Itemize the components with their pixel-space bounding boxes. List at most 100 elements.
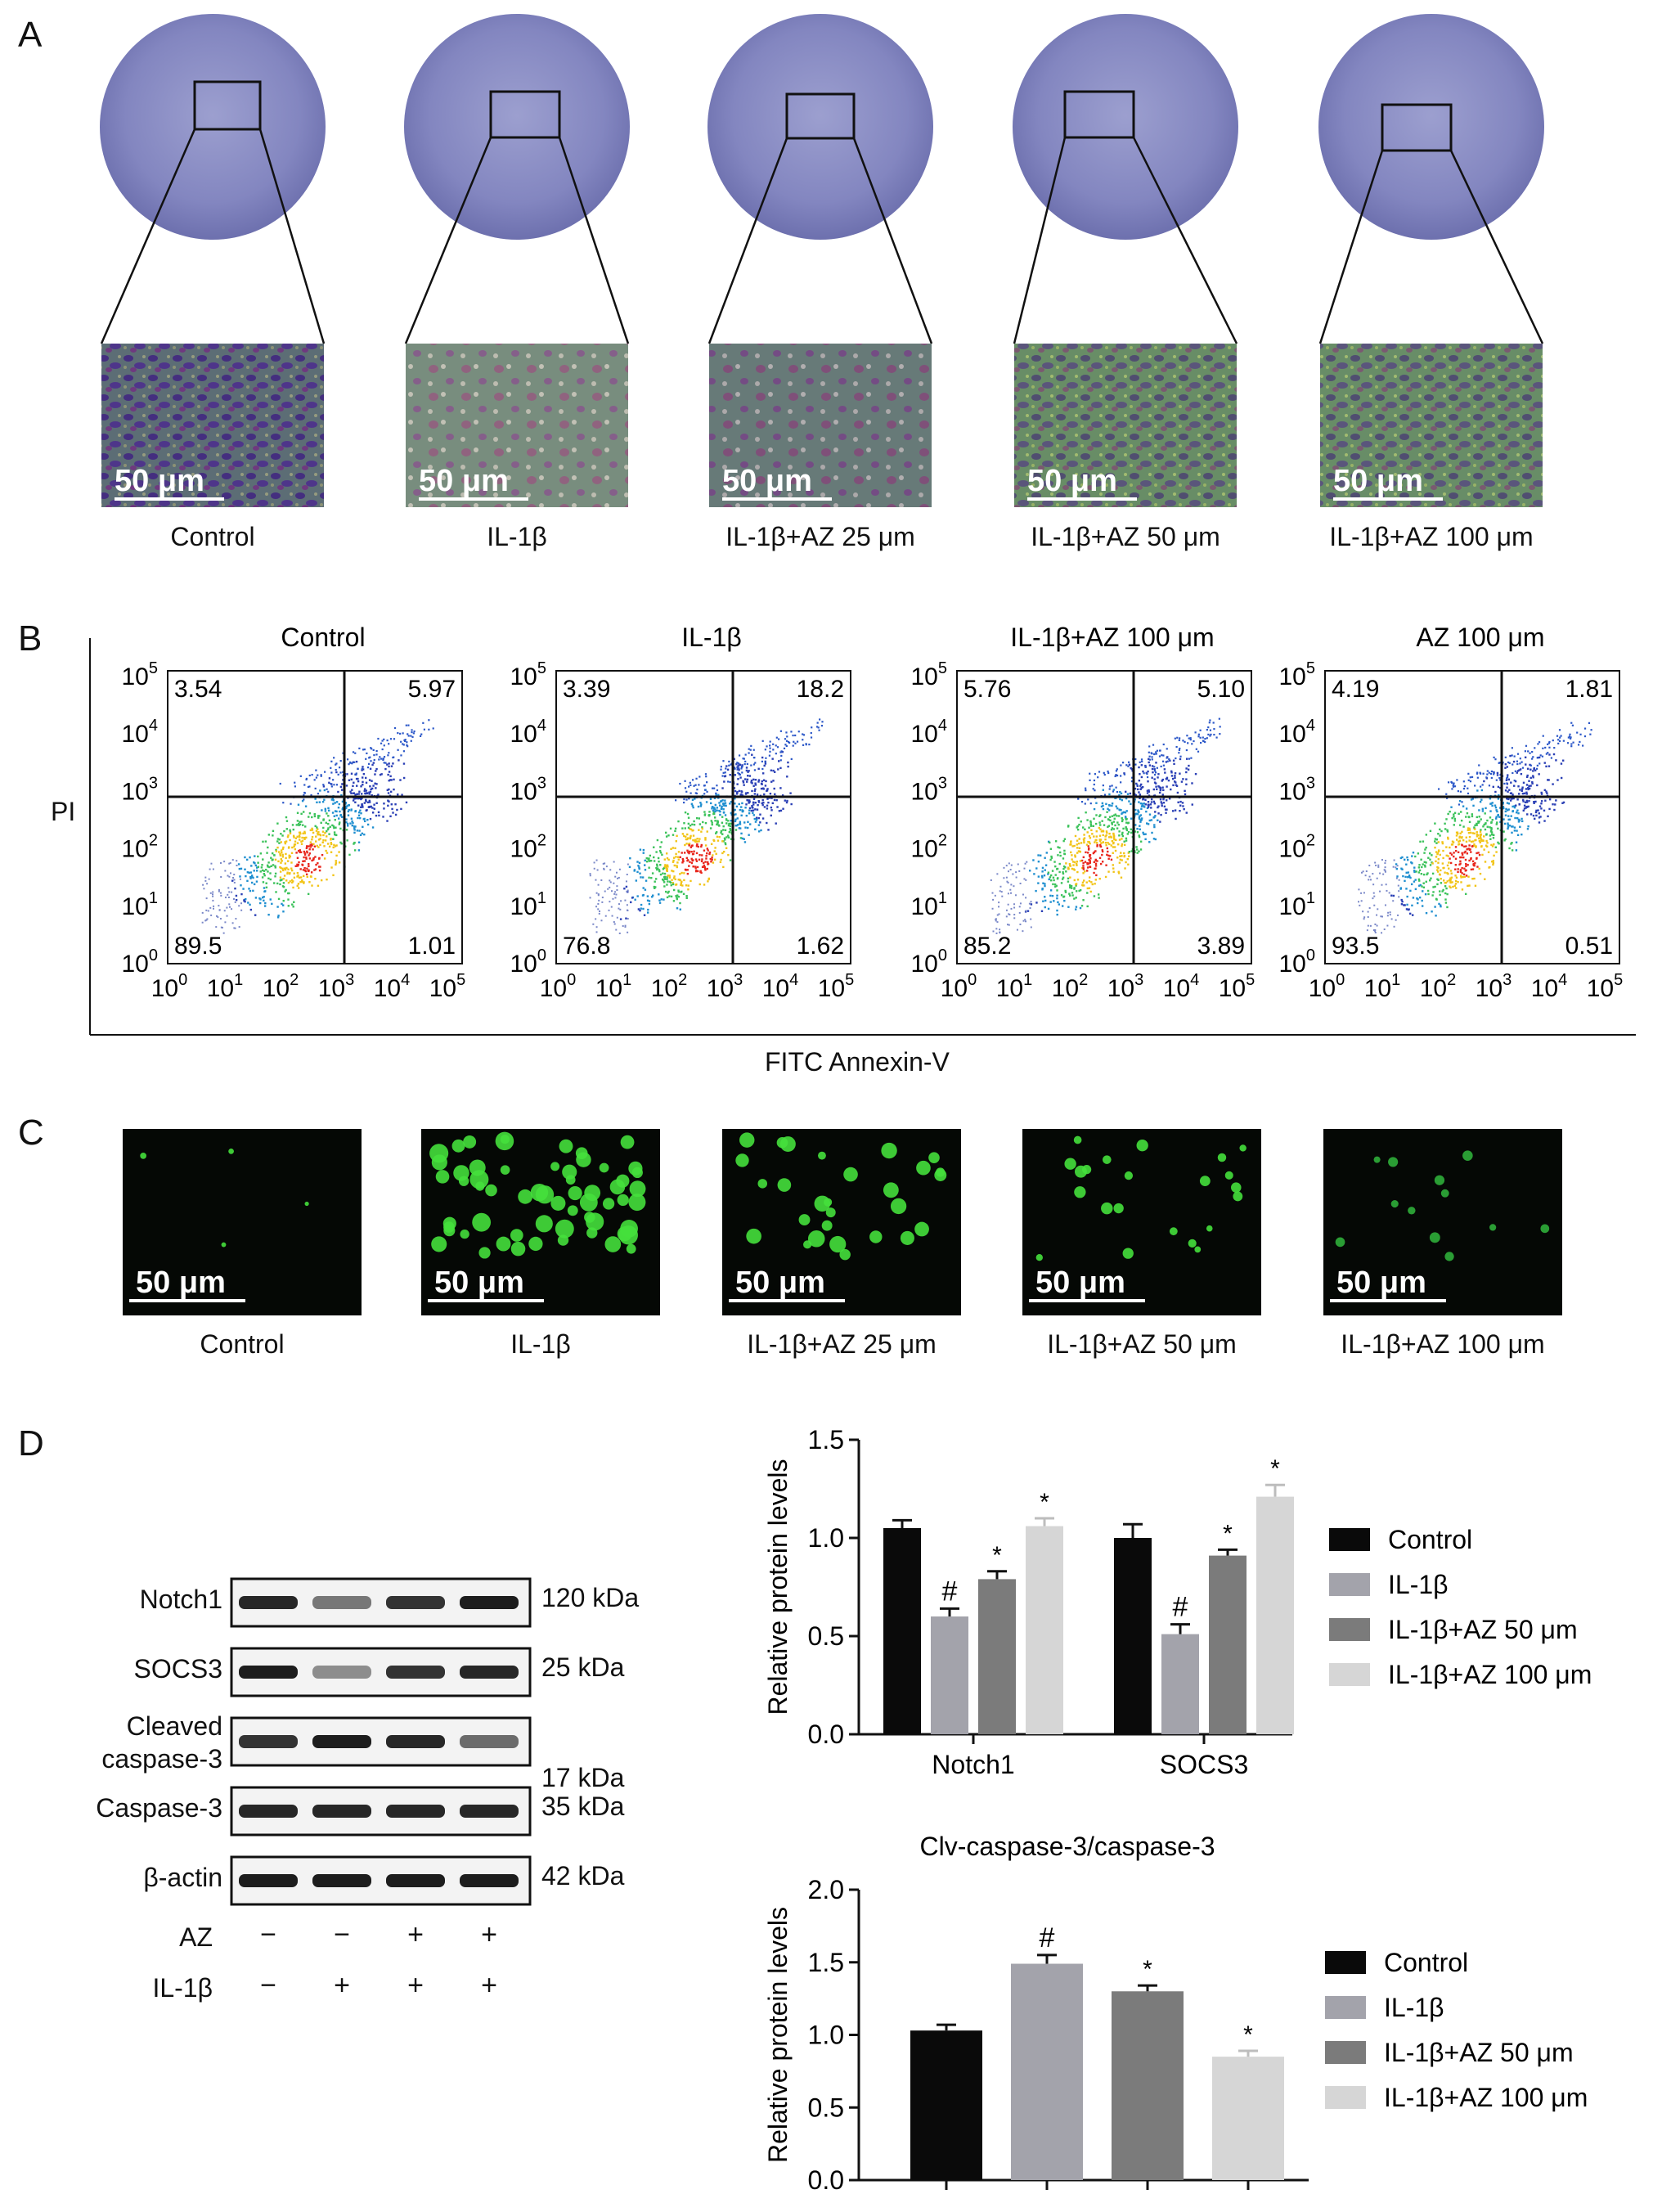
flow-event bbox=[1525, 784, 1529, 786]
flow-event bbox=[1485, 807, 1487, 810]
flow-event bbox=[1019, 882, 1022, 884]
flow-event bbox=[1056, 909, 1058, 912]
flow-event bbox=[709, 798, 712, 801]
flow-event bbox=[1466, 848, 1468, 851]
flow-event bbox=[1140, 764, 1143, 767]
flow-event bbox=[1157, 776, 1159, 779]
flow-event bbox=[691, 804, 694, 807]
flow-event bbox=[675, 799, 677, 802]
flow-event bbox=[672, 883, 675, 886]
flow-event bbox=[249, 889, 252, 892]
flow-event bbox=[1134, 798, 1136, 801]
flow-event bbox=[271, 852, 274, 855]
flow-event bbox=[1052, 876, 1055, 879]
flow-event bbox=[643, 914, 646, 916]
flow-event bbox=[1157, 806, 1159, 809]
flow-event bbox=[289, 829, 291, 831]
flow-event bbox=[1490, 770, 1494, 773]
flow-event bbox=[303, 784, 306, 786]
fluorescent-cell bbox=[1122, 1248, 1134, 1259]
blot-band bbox=[312, 1735, 371, 1748]
flow-event bbox=[1412, 852, 1415, 854]
flow-event bbox=[1579, 733, 1582, 735]
flow-event bbox=[1536, 784, 1538, 787]
flow-event bbox=[618, 876, 620, 879]
flow-event bbox=[1130, 767, 1134, 771]
flow-event bbox=[1367, 915, 1369, 918]
flow-event bbox=[240, 892, 243, 896]
flow-event bbox=[1108, 855, 1112, 857]
flow-event bbox=[309, 846, 312, 848]
flow-event bbox=[1384, 870, 1386, 872]
flow-event bbox=[1489, 810, 1492, 812]
micrograph bbox=[101, 344, 324, 507]
flow-event bbox=[1127, 830, 1130, 834]
flow-event bbox=[1386, 889, 1388, 892]
flow-event bbox=[1468, 821, 1471, 824]
flow-event bbox=[340, 816, 344, 818]
flow-event bbox=[312, 858, 315, 861]
flow-event bbox=[683, 879, 685, 882]
fluorescent-cell bbox=[1373, 1156, 1381, 1163]
flow-event bbox=[1105, 834, 1107, 837]
flow-event bbox=[614, 891, 617, 893]
flow-event bbox=[1401, 868, 1404, 870]
flow-event bbox=[1023, 867, 1026, 870]
flow-event bbox=[698, 838, 701, 840]
flow-event bbox=[1448, 861, 1450, 864]
flow-event bbox=[729, 803, 731, 805]
flow-event bbox=[354, 801, 357, 803]
flow-event bbox=[660, 898, 663, 901]
blot-band bbox=[239, 1596, 298, 1609]
flow-event bbox=[1148, 758, 1151, 761]
flow-event bbox=[616, 885, 618, 888]
y-tick-exponent: 4 bbox=[938, 717, 947, 735]
flow-event bbox=[1538, 812, 1540, 815]
flow-event bbox=[1075, 908, 1077, 910]
flow-event bbox=[769, 740, 771, 743]
flow-event bbox=[1077, 816, 1080, 820]
flow-event bbox=[292, 834, 295, 838]
flow-event bbox=[700, 803, 703, 806]
flow-event bbox=[299, 849, 301, 852]
flow-event bbox=[333, 757, 335, 759]
y-tick-label: 102 bbox=[1279, 832, 1316, 863]
flow-event bbox=[640, 903, 643, 906]
flow-event bbox=[1139, 828, 1141, 830]
flow-event bbox=[1425, 834, 1428, 836]
flow-event bbox=[362, 749, 365, 751]
flow-event bbox=[1181, 802, 1184, 804]
flow-event bbox=[1403, 904, 1405, 906]
flow-event bbox=[721, 840, 724, 843]
flow-event bbox=[999, 890, 1001, 892]
flow-event bbox=[631, 897, 634, 899]
flow-event bbox=[337, 790, 339, 794]
flow-event bbox=[1532, 770, 1534, 772]
flow-event bbox=[1479, 830, 1482, 833]
flow-event bbox=[1127, 765, 1130, 767]
flow-event bbox=[1087, 848, 1090, 851]
flow-event bbox=[1141, 803, 1143, 805]
flow-event bbox=[348, 763, 350, 766]
flow-event bbox=[1209, 719, 1211, 722]
flow-event bbox=[615, 928, 618, 931]
flow-event bbox=[1134, 824, 1137, 826]
flow-event bbox=[638, 867, 640, 870]
flow-event bbox=[1136, 852, 1139, 854]
flow-event bbox=[1496, 774, 1499, 776]
flow-event bbox=[773, 787, 775, 790]
flow-event bbox=[719, 813, 721, 816]
flow-event bbox=[1479, 772, 1482, 775]
flow-event bbox=[352, 799, 355, 802]
flow-event bbox=[242, 888, 245, 890]
flow-event bbox=[245, 874, 247, 878]
flow-event bbox=[769, 744, 771, 747]
flow-event bbox=[599, 910, 601, 912]
flow-event bbox=[751, 805, 753, 807]
flow-event bbox=[1070, 851, 1072, 854]
flow-event bbox=[231, 891, 233, 893]
flow-event bbox=[237, 863, 240, 865]
flow-event bbox=[318, 869, 321, 872]
flow-event bbox=[296, 856, 299, 859]
flow-event bbox=[1130, 803, 1132, 805]
